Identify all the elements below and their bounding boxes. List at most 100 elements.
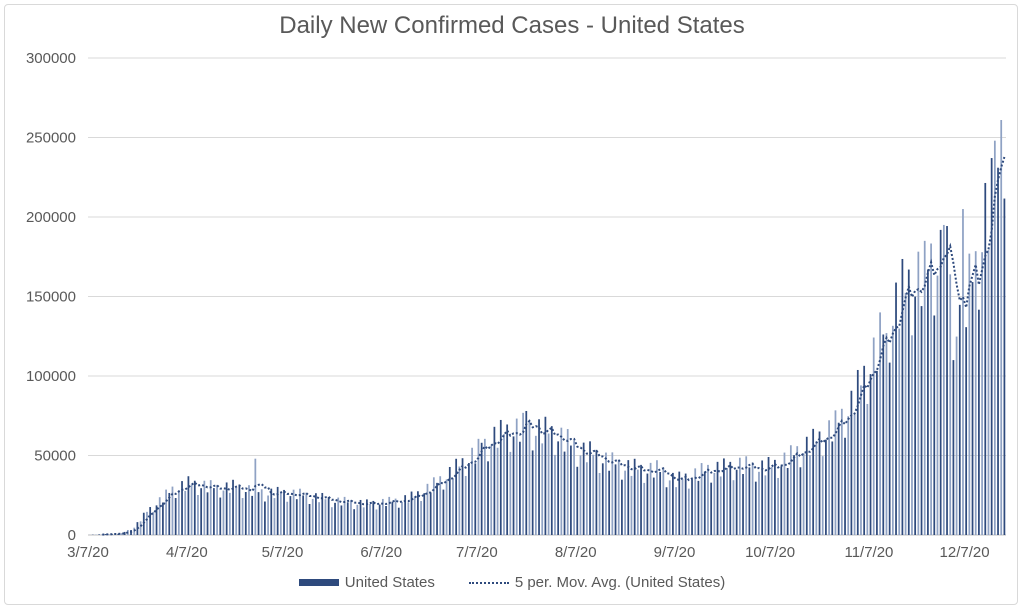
bar [158, 497, 161, 535]
bar [697, 480, 700, 535]
bar [483, 438, 486, 535]
x-tick-label: 4/7/20 [166, 544, 208, 561]
bar [538, 419, 540, 535]
x-tick-label: 9/7/20 [654, 544, 696, 561]
bar [723, 458, 725, 535]
bar [732, 480, 735, 535]
bar [748, 467, 751, 535]
bar [410, 491, 413, 535]
bar [142, 512, 145, 535]
bar [799, 467, 802, 535]
bar [614, 464, 617, 535]
bar [595, 449, 598, 535]
bar [608, 470, 611, 535]
bar [796, 446, 799, 535]
bar [401, 501, 403, 535]
bar [279, 493, 282, 535]
bar [882, 334, 885, 535]
bar [525, 410, 528, 535]
bar [793, 455, 795, 535]
bar [174, 498, 177, 535]
bar [222, 490, 225, 535]
bar [299, 488, 301, 535]
x-tick-label: 8/7/20 [555, 544, 597, 561]
bar [601, 463, 604, 535]
bar [203, 480, 206, 535]
bar [764, 475, 767, 535]
bar [968, 253, 971, 535]
bar [356, 504, 359, 535]
bar [907, 269, 910, 535]
bar [818, 431, 821, 535]
bar [381, 498, 384, 535]
bar [844, 437, 846, 535]
bar [302, 495, 305, 535]
bar [1003, 198, 1006, 535]
bar [617, 459, 620, 535]
bar [872, 337, 875, 535]
bar [98, 534, 101, 535]
bar [570, 445, 572, 535]
x-tick-label: 7/7/20 [456, 544, 498, 561]
bar [866, 403, 869, 535]
bar [726, 468, 728, 535]
bar [566, 429, 569, 535]
bar [283, 489, 285, 535]
bar [318, 502, 320, 535]
bar [621, 479, 623, 535]
bar [939, 229, 942, 535]
x-tick-label: 6/7/20 [360, 544, 402, 561]
bar [840, 408, 843, 535]
bar [681, 479, 684, 535]
bar [805, 436, 808, 535]
bar [627, 460, 630, 535]
bar [774, 459, 776, 535]
bar [936, 275, 939, 535]
bar [809, 455, 811, 535]
bar [248, 485, 250, 535]
bar [394, 498, 397, 535]
bar [691, 479, 693, 535]
bar [468, 463, 470, 535]
bar [225, 482, 228, 535]
bar [503, 434, 505, 535]
bar [496, 447, 499, 535]
bar [668, 480, 671, 535]
bar [372, 500, 375, 535]
bar [477, 438, 480, 535]
bar [184, 490, 187, 535]
y-axis-ticks: 0 50000 100000 150000 200000 250000 300000 [26, 50, 76, 544]
bar [436, 482, 438, 535]
bar [990, 158, 993, 535]
bar [659, 472, 662, 535]
bar [997, 167, 999, 535]
bar [168, 492, 171, 535]
bar [531, 450, 534, 535]
bar [927, 269, 929, 535]
bar [165, 489, 167, 535]
bar [812, 428, 815, 535]
legend: United States 5 per. Mov. Avg. (United S… [0, 574, 1024, 591]
bar [350, 499, 352, 535]
bar [751, 462, 754, 535]
bar [815, 441, 818, 535]
bar [630, 475, 633, 535]
bar [675, 487, 677, 535]
bar [487, 461, 489, 535]
bar [407, 502, 410, 535]
bar [417, 491, 419, 535]
x-axis-ticks: 3/7/20 4/7/20 5/7/20 6/7/20 7/7/20 8/7/20 9/7/… [67, 544, 989, 561]
bar [286, 501, 289, 535]
bar [346, 502, 349, 535]
bar [847, 416, 850, 535]
bar [735, 469, 738, 535]
bar [257, 492, 260, 535]
bar [181, 481, 183, 535]
x-tick-label: 10/7/20 [745, 544, 795, 561]
bar [834, 410, 837, 535]
bar [413, 496, 416, 535]
bar [582, 442, 585, 535]
chart-title: Daily New Confirmed Cases - United State… [279, 12, 745, 39]
bar [911, 335, 913, 535]
moving-average-line [102, 156, 1006, 536]
